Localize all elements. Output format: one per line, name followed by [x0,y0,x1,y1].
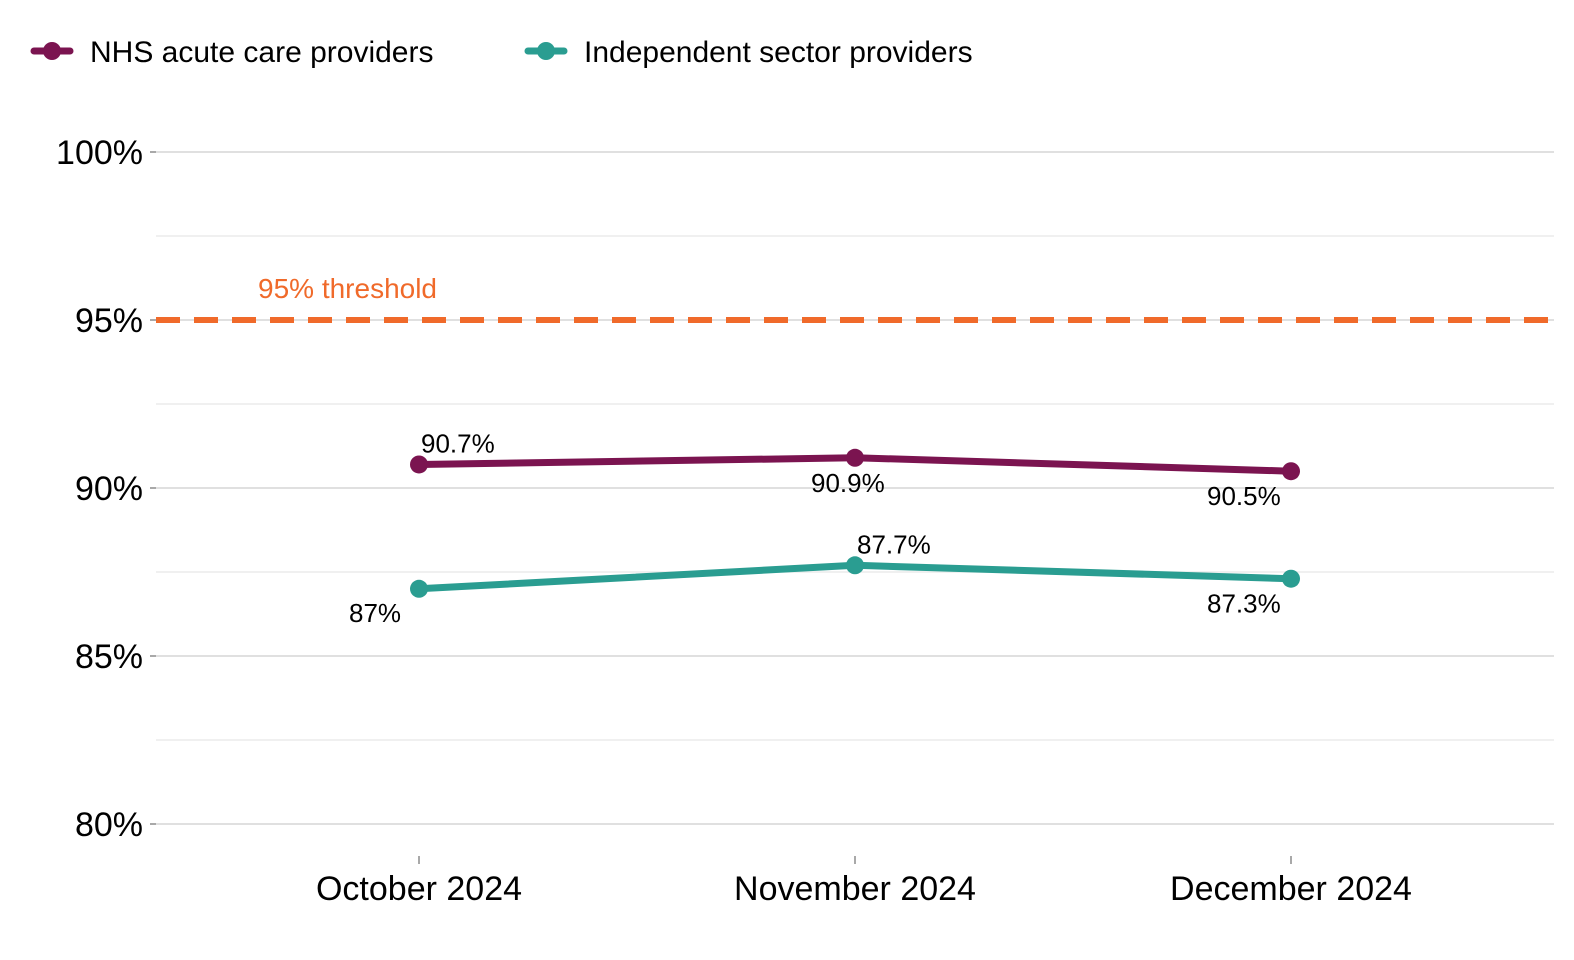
threshold: 95% threshold [156,273,1554,323]
data-point [846,448,864,467]
grid-lines [156,151,1554,825]
series-1: 87% 87.7% 87.3% [349,529,1300,628]
y-tick-label: 80% [75,806,143,844]
y-axis: 80% 85% 90% 95% 100% [56,134,156,844]
series-layer: 90.7% 90.9% 90.5% 87% 87.7% 87.3% [349,428,1300,628]
data-label: 87.7% [857,529,931,559]
data-label: 87.3% [1207,589,1281,619]
x-tick-label: December 2024 [1170,870,1412,908]
legend-label: NHS acute care providers [90,36,433,69]
data-label: 90.9% [811,468,885,498]
legend-swatch-point [537,42,555,60]
y-tick-label: 90% [75,470,143,508]
data-label: 90.7% [421,428,495,458]
x-tick-label: November 2024 [734,870,976,908]
data-point [846,556,864,575]
data-point [1282,462,1300,481]
legend-swatch-point [43,42,61,60]
data-label: 90.5% [1207,481,1281,511]
legend-item-1[interactable]: Independent sector providers [524,36,973,69]
legend-label: Independent sector providers [584,36,973,69]
data-label: 87% [349,598,401,628]
series-0: 90.7% 90.9% 90.5% [410,428,1300,511]
y-tick-label: 85% [75,638,143,676]
data-point [410,579,428,598]
y-tick-label: 95% [75,302,143,340]
legend[interactable]: NHS acute care providers Independent sect… [30,36,973,69]
threshold-label: 95% threshold [258,273,437,304]
legend-item-0[interactable]: NHS acute care providers [30,36,433,69]
data-point [1282,569,1300,588]
data-point [410,455,428,474]
x-axis: October 2024 November 2024 December 2024 [316,856,1412,908]
x-tick-label: October 2024 [316,870,522,908]
y-tick-label: 100% [56,134,143,172]
